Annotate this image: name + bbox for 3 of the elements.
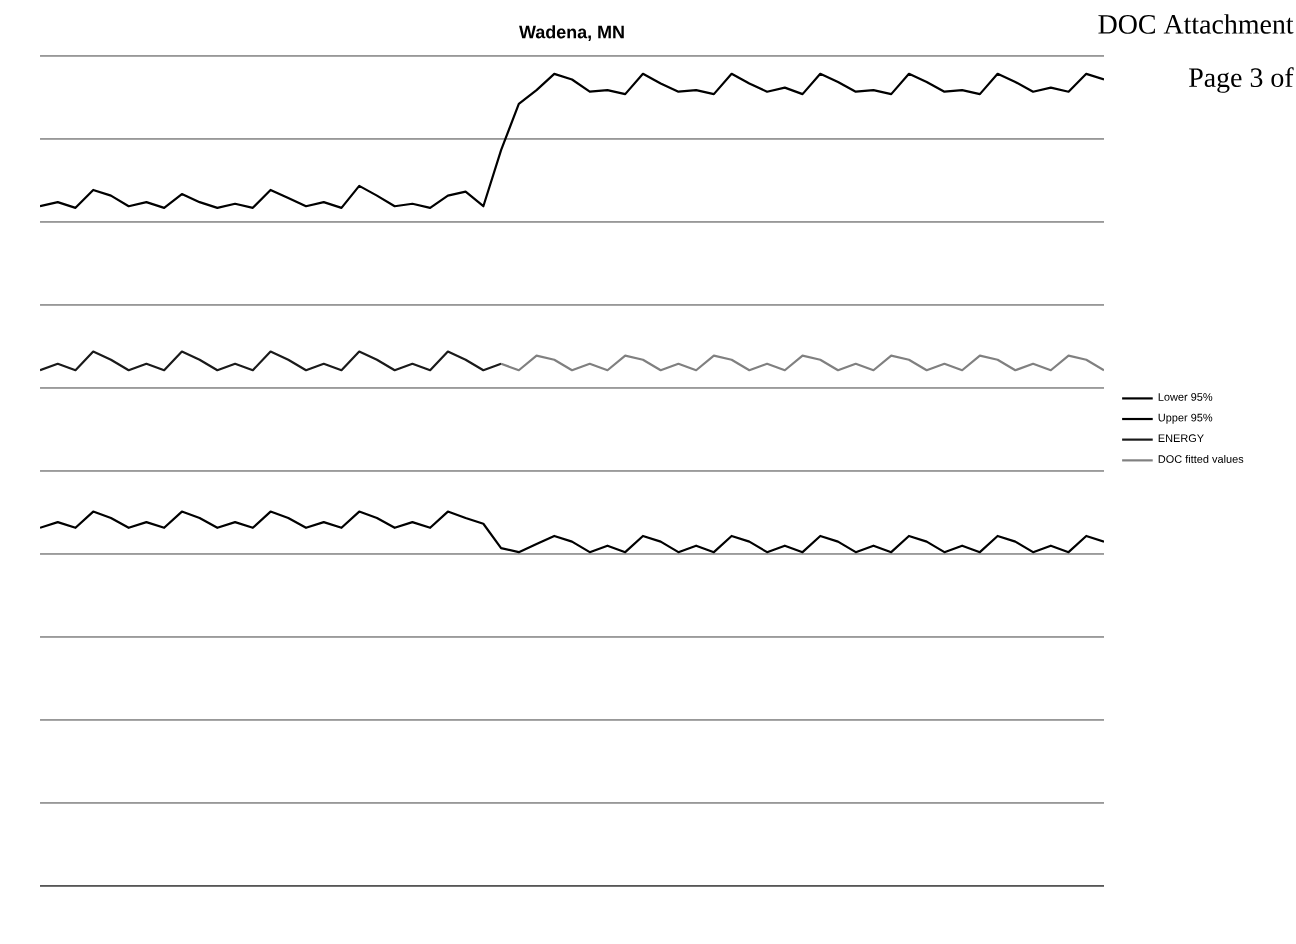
text: Page 3 of [1189,67,1294,93]
chart-title: Wadena, MN [519,25,624,41]
text: DOC Attachment [1098,14,1294,34]
